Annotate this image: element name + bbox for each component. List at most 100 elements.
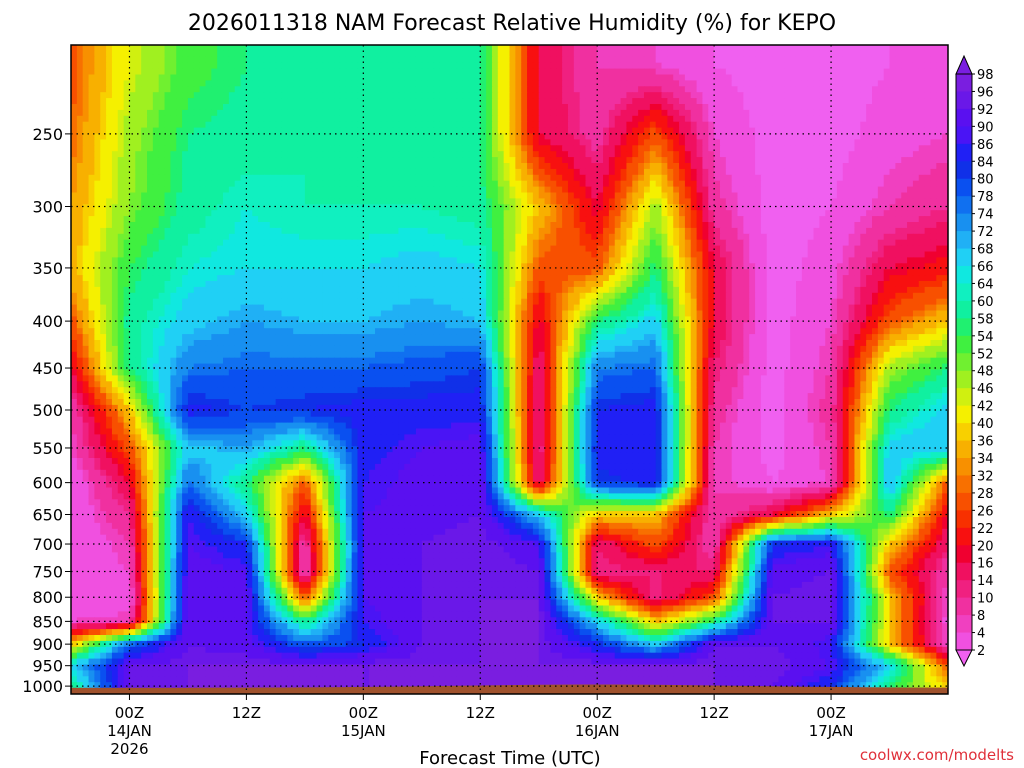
rh-cell: [223, 227, 230, 235]
rh-cell: [456, 227, 464, 235]
rh-cell: [649, 180, 657, 188]
rh-cell: [392, 227, 400, 235]
rh-cell: [111, 222, 119, 229]
rh-cell: [322, 145, 329, 152]
rh-cell: [152, 216, 160, 223]
rh-cell: [924, 74, 932, 81]
rh-cell: [480, 98, 487, 105]
rh-cell: [755, 233, 762, 241]
rh-cell: [135, 109, 142, 117]
rh-cell: [556, 80, 563, 87]
rh-cell: [158, 168, 166, 176]
rh-cell: [263, 127, 271, 135]
rh-cell: [679, 192, 686, 199]
rh-cell: [480, 139, 487, 146]
rh-cell: [334, 233, 341, 241]
rh-cell: [281, 192, 288, 199]
rh-cell: [433, 74, 440, 81]
rh-cell: [158, 163, 166, 170]
rh-cell: [287, 145, 294, 152]
rh-cell: [246, 186, 253, 194]
rh-cell: [573, 98, 581, 105]
rh-cell: [480, 216, 487, 223]
rh-cell: [831, 133, 838, 140]
rh-cell: [328, 62, 335, 70]
rh-cell: [907, 80, 914, 87]
rh-cell: [392, 68, 400, 76]
rh-cell: [702, 233, 709, 241]
rh-cell: [544, 104, 552, 111]
rh-cell: [88, 227, 95, 235]
rh-cell: [217, 239, 224, 247]
rh-cell: [369, 68, 376, 76]
rh-cell: [579, 86, 587, 93]
rh-cell: [158, 233, 166, 241]
rh-cell: [509, 151, 516, 158]
rh-cell: [205, 151, 212, 158]
rh-cell: [521, 62, 528, 70]
rh-cell: [620, 50, 628, 58]
rh-cell: [71, 50, 78, 58]
rh-cell: [281, 168, 288, 176]
rh-cell: [614, 133, 622, 140]
rh-cell: [866, 115, 873, 123]
rh-cell: [339, 216, 347, 223]
rh-cell: [351, 62, 359, 70]
rh-cell: [223, 62, 230, 70]
rh-cell: [100, 186, 107, 194]
rh-cell: [591, 145, 598, 152]
rh-cell: [737, 233, 744, 241]
rh-cell: [152, 157, 160, 164]
rh-cell: [661, 174, 668, 182]
rh-cell: [375, 50, 382, 58]
rh-cell: [690, 115, 698, 123]
rh-cell: [871, 56, 879, 64]
rh-cell: [375, 174, 382, 182]
rh-cell: [439, 74, 446, 81]
rh-cell: [790, 157, 797, 164]
rh-cell: [684, 139, 692, 146]
rh-cell: [942, 121, 948, 129]
rh-cell: [497, 62, 505, 70]
rh-cell: [421, 222, 429, 229]
rh-cell: [649, 98, 657, 105]
rh-cell: [790, 98, 797, 105]
rh-cell: [433, 222, 440, 229]
rh-cell: [684, 174, 692, 182]
rh-cell: [556, 186, 563, 194]
rh-cell: [503, 145, 511, 152]
rh-cell: [538, 222, 546, 229]
rh-cell: [778, 56, 785, 64]
rh-cell: [679, 174, 686, 182]
rh-cell: [193, 151, 201, 158]
rh-cell: [100, 233, 107, 241]
rh-cell: [772, 168, 780, 176]
rh-cell: [760, 198, 768, 205]
rh-cell: [380, 139, 388, 146]
rh-cell: [304, 210, 312, 217]
rh-cell: [339, 104, 347, 111]
rh-cell: [801, 216, 809, 223]
rh-cell: [667, 180, 674, 188]
rh-cell: [182, 174, 189, 182]
rh-cell: [415, 74, 423, 81]
rh-cell: [100, 222, 107, 229]
rh-cell: [614, 45, 622, 52]
rh-cell: [638, 80, 645, 87]
rh-cell: [772, 192, 780, 199]
rh-cell: [211, 98, 218, 105]
rh-cell: [205, 62, 212, 70]
rh-cell: [895, 92, 902, 99]
rh-cell: [632, 109, 639, 117]
rh-cell: [135, 174, 142, 182]
rh-cell: [725, 115, 733, 123]
rh-cell: [462, 233, 470, 241]
rh-cell: [608, 139, 616, 146]
rh-cell: [567, 168, 575, 176]
rh-cell: [836, 92, 844, 99]
rh-cell: [655, 45, 663, 52]
rh-cell: [106, 86, 113, 93]
rh-cell: [743, 74, 750, 81]
rh-cell: [579, 56, 587, 64]
rh-cell: [883, 86, 891, 93]
